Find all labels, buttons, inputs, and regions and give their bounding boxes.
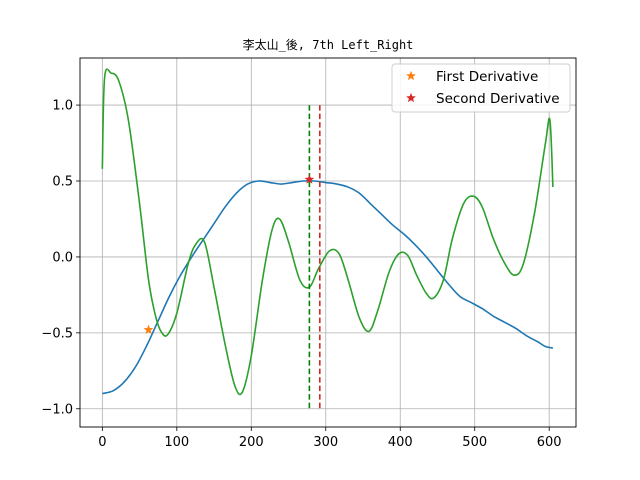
y-tick-label: 1.0 <box>52 99 73 114</box>
chart-title: 李太山_後, 7th Left_Right <box>243 37 414 52</box>
legend-star-icon-1 <box>405 70 417 81</box>
marker-1-star-icon <box>143 324 154 335</box>
x-tick-label: 500 <box>462 435 487 450</box>
legend-label-2: Second Derivative <box>436 91 560 107</box>
series-line-2 <box>101 68 554 396</box>
x-tick-label: 200 <box>239 435 264 450</box>
marker-2-star-icon <box>304 174 315 184</box>
legend-star-icon-2 <box>405 92 417 103</box>
series-line-1 <box>102 180 554 395</box>
x-tick-label: 0 <box>98 435 106 450</box>
plot-area <box>101 68 554 409</box>
y-tick-label: −0.5 <box>41 326 73 341</box>
legend: First Derivative Second Derivative <box>391 63 571 113</box>
x-tick-label: 600 <box>537 435 562 450</box>
x-tick-label: 300 <box>313 435 338 450</box>
y-tick-label: 0.5 <box>52 175 73 190</box>
x-tick-label: 100 <box>164 435 189 450</box>
ticks: 0 100 200 300 400 500 600 −1.0 −0.5 0.0 0.5 1.0 <box>41 99 561 450</box>
axes-frame <box>79 57 577 428</box>
legend-label-1: First Derivative <box>436 69 538 85</box>
x-tick-label: 400 <box>388 435 413 450</box>
grid <box>80 58 576 427</box>
y-tick-label: −1.0 <box>41 402 73 417</box>
y-tick-label: 0.0 <box>52 250 73 265</box>
legend-box <box>391 63 571 113</box>
